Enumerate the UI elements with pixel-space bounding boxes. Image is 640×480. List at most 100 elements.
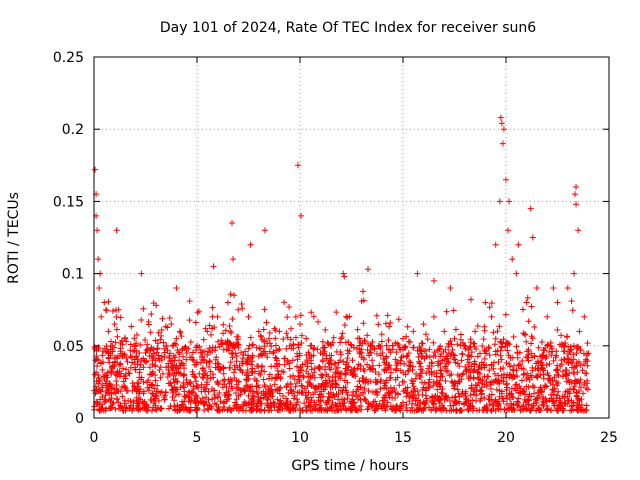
roti-point	[466, 365, 473, 372]
roti-point	[225, 387, 232, 394]
roti-point	[560, 407, 567, 414]
roti-point	[355, 361, 362, 368]
roti-point	[446, 372, 453, 379]
roti-point	[561, 356, 568, 363]
roti-point	[443, 308, 450, 315]
roti-point	[459, 351, 466, 358]
roti-point	[525, 351, 532, 358]
roti-point	[297, 367, 304, 374]
roti-point	[229, 354, 236, 361]
roti-point	[496, 323, 503, 330]
roti-point	[214, 379, 221, 386]
roti-point	[229, 315, 236, 322]
roti-point	[547, 380, 554, 387]
roti-point	[510, 333, 517, 340]
roti-point	[149, 346, 156, 353]
roti-point	[117, 314, 124, 321]
roti-point	[226, 380, 233, 387]
roti-point	[244, 359, 251, 366]
roti-point	[309, 372, 316, 379]
roti-point	[371, 346, 378, 353]
roti-point	[216, 390, 223, 397]
roti-point	[302, 392, 309, 399]
roti-point	[242, 348, 249, 355]
roti-point	[534, 358, 541, 365]
roti-point	[261, 348, 268, 355]
roti-point	[343, 389, 350, 396]
roti-point	[368, 403, 375, 410]
roti-point	[231, 362, 238, 369]
roti-point	[200, 367, 207, 374]
roti-point	[142, 350, 149, 357]
roti-point	[328, 361, 335, 368]
roti-point	[465, 375, 472, 382]
roti-point	[474, 322, 481, 329]
roti-point	[169, 343, 176, 350]
roti-point	[371, 404, 378, 411]
roti-point	[183, 350, 190, 357]
roti-point	[102, 371, 109, 378]
roti-point	[466, 344, 473, 351]
roti-point	[151, 385, 158, 392]
roti-point	[169, 393, 176, 400]
roti-point	[106, 359, 113, 366]
roti-point	[115, 306, 122, 313]
roti-point	[437, 367, 444, 374]
roti-point	[349, 357, 356, 364]
roti-point	[485, 344, 492, 351]
roti-point	[426, 354, 433, 361]
roti-point	[550, 285, 557, 292]
roti-point	[476, 407, 483, 414]
roti-point	[568, 356, 575, 363]
roti-point	[297, 372, 304, 379]
roti-point	[568, 402, 575, 409]
roti-point	[556, 401, 563, 408]
y-axis: 0 0.05 0.1 0.15 0.2 0.25	[53, 50, 609, 427]
roti-point	[170, 389, 177, 396]
roti-point	[400, 388, 407, 395]
roti-point	[406, 338, 413, 345]
roti-point	[433, 379, 440, 386]
roti-point	[248, 406, 255, 413]
roti-point	[451, 335, 458, 342]
roti-point	[576, 328, 583, 335]
roti-point	[386, 323, 393, 330]
roti-point	[465, 352, 472, 359]
roti-point	[206, 358, 213, 365]
roti-point	[362, 338, 369, 345]
roti-point	[439, 402, 446, 409]
roti-point	[161, 353, 168, 360]
roti-point	[410, 328, 417, 335]
roti-point	[412, 375, 419, 382]
roti-point	[134, 379, 141, 386]
roti-point	[235, 378, 242, 385]
roti-point	[531, 390, 538, 397]
roti-point	[468, 384, 475, 391]
roti-point	[149, 390, 156, 397]
roti-point	[189, 368, 196, 375]
roti-point	[317, 398, 324, 405]
roti-point	[581, 313, 588, 320]
roti-point	[144, 341, 151, 348]
roti-point	[522, 391, 529, 398]
roti-point	[195, 399, 202, 406]
roti-point	[443, 360, 450, 367]
roti-point	[474, 382, 481, 389]
roti-point	[553, 348, 560, 355]
roti-point	[109, 308, 116, 315]
roti-point	[99, 382, 106, 389]
roti-point	[558, 332, 565, 339]
roti-point	[385, 362, 392, 369]
roti-point	[196, 370, 203, 377]
roti-point	[92, 390, 99, 397]
roti-point	[469, 403, 476, 410]
roti-point	[308, 366, 315, 373]
roti-point	[191, 396, 198, 403]
roti-point	[360, 320, 367, 327]
roti-point	[219, 406, 226, 413]
roti-point	[174, 386, 181, 393]
roti-point	[515, 399, 522, 406]
roti-point	[338, 335, 345, 342]
roti-point	[156, 367, 163, 374]
roti-point	[244, 358, 251, 365]
